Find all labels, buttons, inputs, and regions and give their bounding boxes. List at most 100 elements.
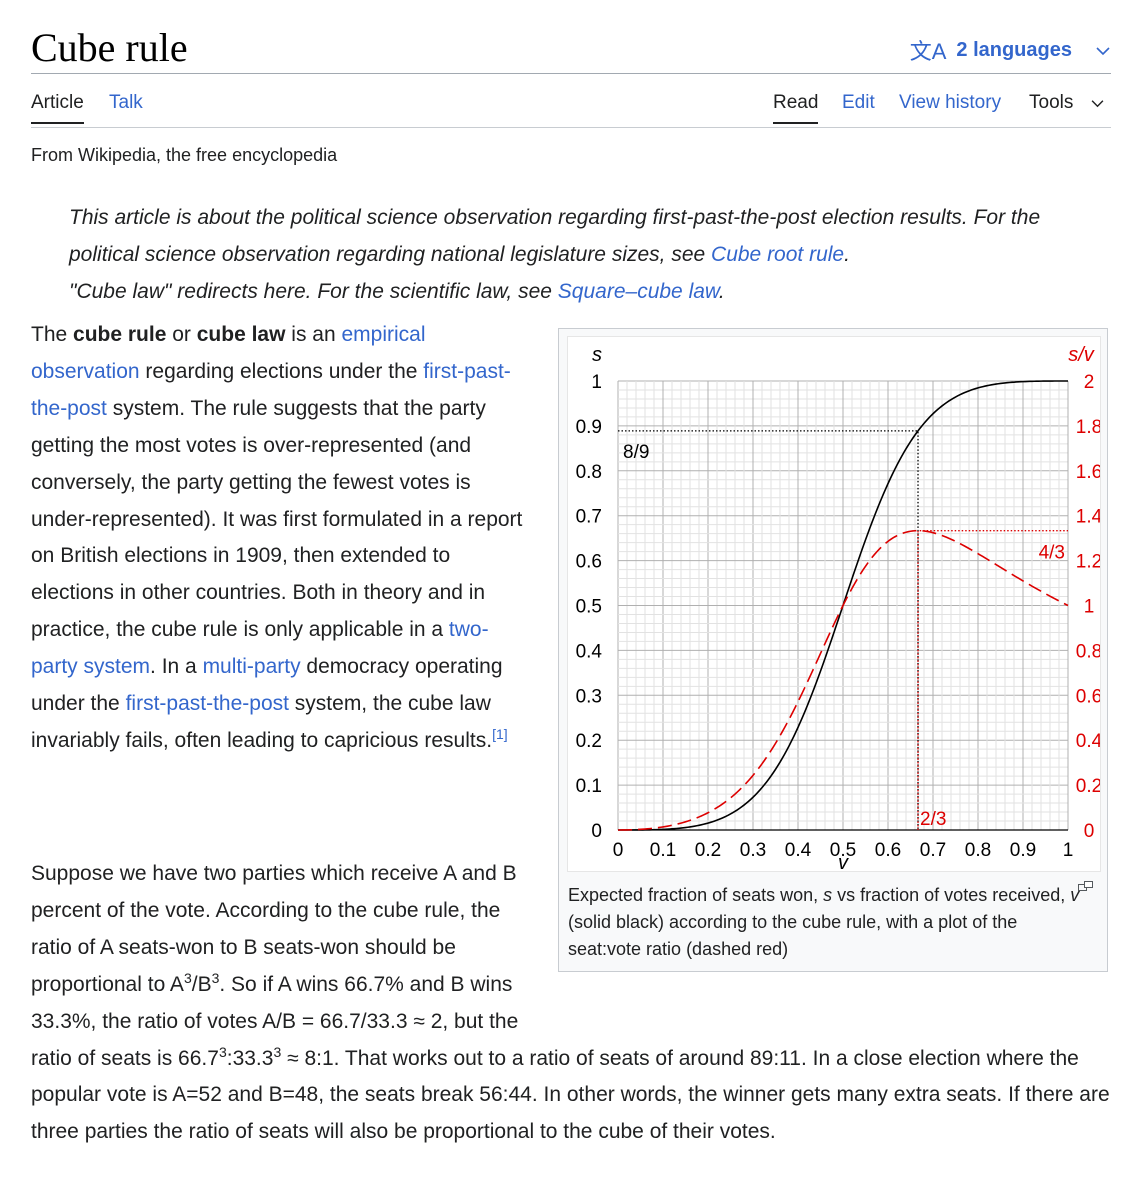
- text: system. The rule suggests that the party…: [31, 396, 523, 642]
- site-subtitle: From Wikipedia, the free encyclopedia: [31, 145, 338, 165]
- page-tabs: Article Talk Read Edit View history Tool…: [31, 92, 1111, 128]
- text: vs fraction of votes received,: [832, 885, 1071, 905]
- y-left-tick-label: 0.7: [576, 507, 602, 528]
- tab-edit[interactable]: Edit: [842, 92, 875, 113]
- y-right-axis-label: s/v: [1068, 344, 1095, 366]
- y-left-tick-label: 1: [591, 372, 602, 393]
- tab-talk[interactable]: Talk: [109, 92, 143, 113]
- x-tick-label: 0: [613, 840, 624, 861]
- hatnote-end-2: .: [718, 280, 725, 303]
- x-tick-label: 0.4: [785, 840, 812, 861]
- y-right-tick-label: 0.6: [1076, 686, 1100, 707]
- translate-icon: 文A: [909, 39, 947, 64]
- superscript: 3: [273, 1043, 282, 1060]
- cube-rule-chart: 0 0.1 0.2 0.3 0.4 0.5 0.6 0.7 0.8 0.9 1 0 0.1 0.2 0.3 0…: [576, 344, 1100, 871]
- enlarge-icon[interactable]: [1078, 879, 1093, 895]
- y-right-tick-label: 1.8: [1076, 417, 1100, 438]
- tab-article[interactable]: Article: [31, 92, 84, 124]
- text: Suppose we have two parties which receiv…: [31, 862, 517, 996]
- reference-line-4-3: [917, 530, 1068, 830]
- text: (solid black) according to the cube rule…: [568, 912, 1018, 959]
- chevron-down-icon: [1091, 92, 1104, 113]
- cube-root-rule-link[interactable]: Cube root rule: [711, 243, 845, 266]
- text: system, the cube law invariably fails, o…: [31, 692, 493, 752]
- intro-paragraph: The cube rule or cube law is an empirica…: [31, 317, 531, 760]
- tools-label: Tools: [1029, 92, 1074, 113]
- y-left-tick-label: 0.5: [576, 597, 602, 618]
- tab-view-history[interactable]: View history: [899, 92, 1002, 113]
- x-tick-label: 0.5: [830, 840, 856, 861]
- var-v: v: [1070, 885, 1080, 905]
- y-left-tick-label: 0.8: [576, 462, 602, 483]
- y-right-tick-label: 0: [1084, 821, 1095, 842]
- two-party-system-link[interactable]: two-party system: [31, 618, 489, 679]
- figure-caption: Expected fraction of seats won, s vs fra…: [568, 882, 1088, 963]
- text: or: [166, 323, 197, 346]
- multi-party-link[interactable]: multi-party: [202, 655, 301, 679]
- y-left-tick-label: 0.6: [576, 552, 602, 573]
- text: ≈ 8:1. That works out to a ratio of seat…: [31, 1046, 1110, 1144]
- bold-term: cube law: [196, 323, 286, 346]
- y-left-tick-label: 0.3: [576, 686, 602, 707]
- empirical-observation-link[interactable]: empirical observation: [31, 323, 426, 383]
- chevron-down-icon: [1096, 40, 1110, 61]
- tabs-divider: [31, 127, 1111, 128]
- hatnote-end-1: .: [844, 243, 850, 266]
- y-right-tick-label: 0.8: [1076, 641, 1100, 662]
- bold-term: cube rule: [73, 323, 167, 346]
- first-past-the-post-link[interactable]: first-past-the-post: [31, 359, 511, 420]
- square-cube-law-link[interactable]: Square–cube law: [557, 280, 719, 303]
- text: /B: [191, 972, 212, 996]
- text: . In a: [150, 655, 203, 679]
- y-left-tick-label: 0.1: [576, 776, 602, 797]
- x-tick-label: 0.8: [965, 840, 991, 861]
- y-right-tick-label: 1.6: [1076, 462, 1100, 483]
- ratio-series-line: [617, 529, 1069, 831]
- tools-menu[interactable]: Tools: [1029, 92, 1104, 122]
- annotation-4-3: 4/3: [1039, 543, 1065, 564]
- text: Expected fraction of seats won,: [568, 885, 824, 905]
- text: democracy operating under the: [31, 655, 503, 716]
- y-right-tick-label: 1: [1084, 597, 1095, 618]
- x-tick-label: 0.7: [920, 840, 946, 861]
- y-left-axis-label: s: [592, 344, 602, 366]
- y-right-tick-label: 1.2: [1076, 552, 1100, 573]
- annotation-2-3: 2/3: [920, 809, 946, 830]
- x-tick-label: 0.2: [695, 840, 721, 861]
- title-divider: [31, 73, 1111, 74]
- superscript: 3: [218, 1043, 227, 1060]
- hatnote-text-1: This article is about the political scie…: [69, 206, 1041, 266]
- y-left-tick-label: 0.2: [576, 731, 602, 752]
- annotation-8-9: 8/9: [623, 442, 649, 463]
- text: :33.3: [226, 1046, 274, 1070]
- figure-thumbnail: 0 0.1 0.2 0.3 0.4 0.5 0.6 0.7 0.8 0.9 1 0 0.1 0.2 0.3 0…: [558, 328, 1108, 972]
- superscript: 3: [183, 969, 192, 986]
- x-tick-label: 0.1: [650, 840, 676, 861]
- superscript: 3: [211, 969, 220, 986]
- x-axis-label: v: [838, 852, 849, 871]
- first-past-the-post-link[interactable]: first-past-the-post: [125, 692, 289, 716]
- y-left-tick-label: 0.9: [576, 417, 602, 438]
- example-paragraph: Suppose we have two parties which receiv…: [31, 856, 1111, 1151]
- x-tick-label: 0.9: [1010, 840, 1036, 861]
- chart-image[interactable]: 0 0.1 0.2 0.3 0.4 0.5 0.6 0.7 0.8 0.9 1 0 0.1 0.2 0.3 0…: [567, 336, 1101, 872]
- y-left-tick-label: 0.4: [576, 641, 603, 662]
- language-count: 2 languages: [956, 38, 1072, 61]
- hatnote: This article is about the political scie…: [69, 199, 1099, 310]
- text: is an: [285, 323, 342, 346]
- language-selector[interactable]: 文A 2 languages: [910, 34, 1110, 66]
- x-tick-label: 0.3: [740, 840, 766, 861]
- tab-read[interactable]: Read: [773, 92, 819, 124]
- var-s: s: [823, 885, 833, 905]
- text: regarding elections under the: [139, 359, 424, 383]
- y-right-tick-label: 0.2: [1076, 776, 1100, 797]
- y-right-tick-label: 1.4: [1076, 507, 1100, 528]
- page-title: Cube rule: [31, 25, 188, 70]
- text: . So if A wins 66.7% and B wins 33.3%, t…: [31, 972, 519, 1070]
- hatnote-text-2: "Cube law" redirects here. For the scien…: [69, 280, 558, 303]
- y-left-tick-label: 0: [591, 821, 602, 842]
- reference-1-link[interactable]: [1]: [492, 725, 508, 742]
- y-right-tick-label: 2: [1084, 372, 1095, 393]
- y-right-tick-label: 0.4: [1076, 731, 1100, 752]
- text: The: [31, 323, 74, 346]
